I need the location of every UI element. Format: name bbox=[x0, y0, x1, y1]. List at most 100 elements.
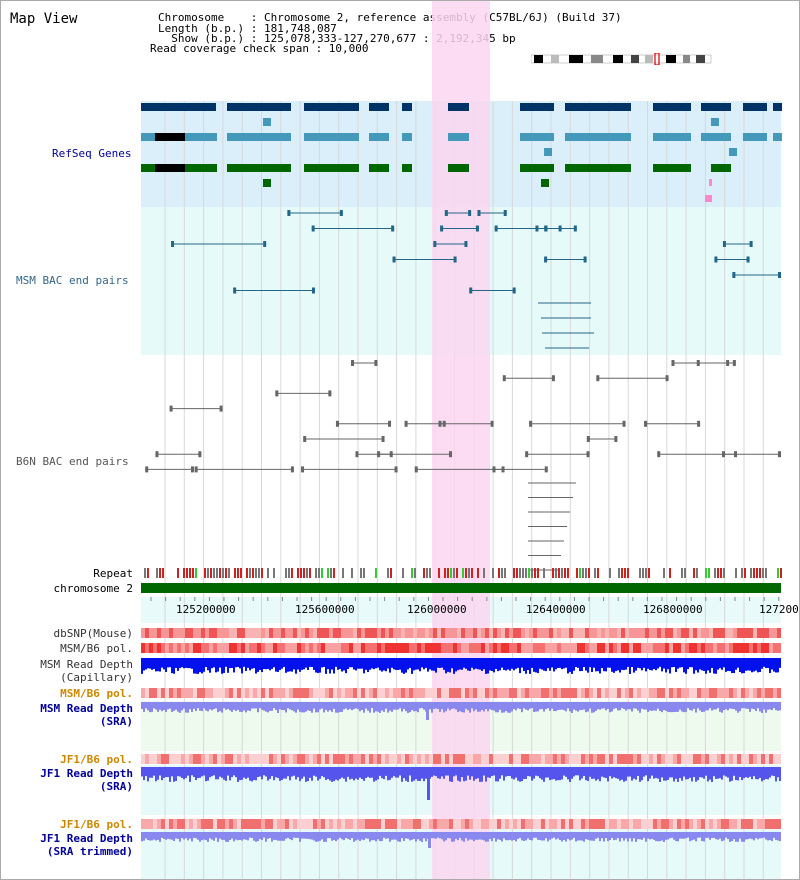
msm-bac-pair bbox=[573, 225, 577, 232]
polymorphism-cell bbox=[497, 643, 501, 653]
polymorphism-cell bbox=[593, 754, 597, 764]
read-depth-bar bbox=[643, 832, 645, 838]
read-depth-bar bbox=[215, 658, 217, 673]
read-depth-bar bbox=[659, 658, 661, 667]
read-depth-bar bbox=[455, 767, 457, 776]
read-depth-bar bbox=[645, 658, 647, 672]
snp-density-cell bbox=[677, 628, 681, 638]
read-depth-bar bbox=[485, 658, 487, 674]
read-depth-bar bbox=[601, 832, 603, 839]
read-depth-bar bbox=[421, 767, 423, 779]
polymorphism-cell bbox=[417, 643, 421, 653]
snp-density-cell bbox=[417, 628, 421, 638]
read-depth-bar bbox=[431, 658, 433, 671]
polymorphism-cell bbox=[741, 819, 745, 829]
polymorphism-cell bbox=[777, 754, 781, 764]
read-depth-bar bbox=[721, 658, 723, 670]
chromosome-ideogram[interactable] bbox=[531, 53, 713, 65]
polymorphism-cell bbox=[729, 688, 733, 698]
polymorphism-cell bbox=[465, 754, 469, 764]
snp-density-cell bbox=[761, 628, 765, 638]
read-depth-bar bbox=[629, 702, 631, 710]
read-depth-bar bbox=[625, 702, 627, 711]
snp-density-cell bbox=[161, 628, 165, 638]
read-depth-bar bbox=[419, 767, 421, 781]
read-depth-bar bbox=[697, 658, 699, 673]
read-depth-bar bbox=[553, 767, 555, 780]
read-depth-bar bbox=[477, 702, 479, 712]
polymorphism-cell bbox=[457, 688, 461, 698]
read-depth-bar bbox=[519, 658, 521, 674]
polymorphism-cell bbox=[493, 754, 497, 764]
read-depth-bar bbox=[633, 702, 635, 709]
gene-model bbox=[711, 118, 719, 126]
read-depth-bar bbox=[277, 832, 279, 841]
read-depth-bar bbox=[189, 767, 191, 782]
polymorphism-cell bbox=[601, 688, 605, 698]
read-depth-bar bbox=[293, 767, 295, 776]
repeat-feature bbox=[624, 568, 626, 578]
polymorphism-cell bbox=[745, 819, 749, 829]
polymorphism-cell bbox=[553, 819, 557, 829]
polymorphism-cell bbox=[201, 688, 205, 698]
read-depth-bar bbox=[293, 702, 295, 712]
read-depth-bar bbox=[679, 658, 681, 668]
read-depth-bar bbox=[593, 702, 595, 713]
polymorphism-cell bbox=[465, 819, 469, 829]
snp-density-cell bbox=[197, 628, 201, 638]
repeat-feature bbox=[318, 568, 320, 578]
read-depth-bar bbox=[245, 832, 247, 840]
b6n-bac-pair bbox=[394, 466, 398, 473]
read-depth-bar bbox=[323, 702, 325, 713]
read-depth-bar bbox=[771, 767, 773, 776]
polymorphism-cell bbox=[141, 754, 145, 764]
read-depth-bar bbox=[731, 702, 733, 709]
polymorphism-cell bbox=[305, 643, 309, 653]
read-depth-bar bbox=[347, 832, 349, 839]
read-depth-bar bbox=[713, 702, 715, 710]
polymorphism-cell bbox=[181, 688, 185, 698]
read-depth-bar bbox=[647, 702, 649, 713]
polymorphism-cell bbox=[389, 819, 393, 829]
read-depth-bar bbox=[317, 702, 319, 713]
read-depth-bar bbox=[191, 702, 193, 712]
repeat-feature bbox=[522, 568, 524, 578]
repeat-feature bbox=[297, 568, 299, 578]
read-depth-bar bbox=[361, 658, 363, 669]
read-depth-bar bbox=[193, 832, 195, 838]
b6n-bac-pair bbox=[275, 390, 279, 397]
repeat-feature bbox=[759, 568, 761, 578]
polymorphism-cell bbox=[289, 819, 293, 829]
read-depth-bar bbox=[383, 658, 385, 671]
read-depth-bar bbox=[421, 832, 423, 842]
snp-density-cell bbox=[645, 628, 649, 638]
polymorphism-cell bbox=[209, 819, 213, 829]
read-depth-bar bbox=[321, 832, 323, 840]
read-depth-bar bbox=[155, 832, 157, 841]
read-depth-bar bbox=[541, 832, 543, 841]
read-depth-bar bbox=[473, 832, 475, 842]
snp-density-cell bbox=[149, 628, 153, 638]
read-depth-bar bbox=[349, 702, 351, 709]
read-depth-bar bbox=[573, 832, 575, 838]
snp-density-cell bbox=[269, 628, 273, 638]
read-depth-bar bbox=[261, 658, 263, 673]
read-depth-bar bbox=[503, 702, 505, 713]
polymorphism-cell bbox=[697, 754, 701, 764]
read-depth-bar bbox=[725, 767, 727, 777]
read-depth-bar bbox=[617, 702, 619, 711]
read-depth-bar bbox=[211, 767, 213, 777]
read-depth-bar bbox=[343, 658, 345, 671]
read-depth-bar bbox=[699, 832, 701, 838]
polymorphism-cell bbox=[333, 754, 337, 764]
read-depth-bar bbox=[279, 658, 281, 670]
polymorphism-cell bbox=[721, 688, 725, 698]
read-depth-bar bbox=[217, 832, 219, 842]
read-depth-bar bbox=[475, 658, 477, 669]
read-depth-bar bbox=[577, 658, 579, 668]
polymorphism-cell bbox=[277, 754, 281, 764]
read-depth-bar bbox=[277, 767, 279, 779]
read-depth-bar bbox=[675, 767, 677, 779]
read-depth-bar bbox=[709, 658, 711, 673]
